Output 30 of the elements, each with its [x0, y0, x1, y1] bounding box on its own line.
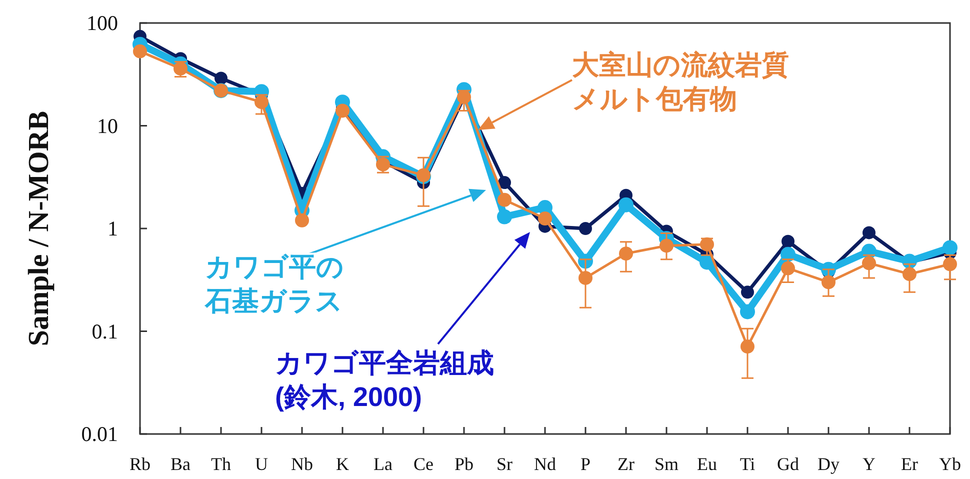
x-tick-label: Ba: [170, 454, 191, 474]
x-tick-label: Rb: [129, 454, 151, 474]
x-tick-label: Sm: [654, 454, 679, 474]
x-tick-label: Sr: [496, 454, 513, 474]
x-tick-label: U: [255, 454, 268, 474]
y-tick-label: 0.01: [81, 422, 118, 446]
x-tick-label: Nb: [291, 454, 313, 474]
x-tick-label: Er: [901, 454, 918, 474]
x-tick-label: Ti: [740, 454, 756, 474]
y-tick-label: 1: [108, 216, 118, 240]
x-tick-label: Gd: [777, 454, 799, 474]
x-tick-label: Eu: [697, 454, 717, 474]
x-tick-label: Dy: [818, 454, 840, 474]
y-tick-label: 100: [86, 11, 118, 35]
text: カワゴ平全岩組成 (鈴木, 2000): [275, 348, 494, 412]
x-tick-label: Ce: [414, 454, 434, 474]
x-tick-label: Y: [862, 454, 876, 474]
x-tick-label: P: [580, 454, 591, 474]
x-tick-label: Yb: [939, 454, 961, 474]
y-tick-label: 0.1: [92, 319, 118, 344]
x-tick-label: Zr: [618, 454, 634, 474]
x-tick-label: Nd: [534, 454, 556, 474]
x-tick-label: Pb: [454, 454, 474, 474]
x-tick-label: Th: [211, 454, 231, 474]
x-tick-label: La: [374, 454, 393, 474]
y-tick-label: 10: [97, 114, 118, 138]
series-label: カワゴ平の石基ガラス: [204, 252, 344, 316]
text: 大室山の流紋岩質メルト包有物: [572, 50, 789, 114]
x-tick-label: K: [336, 454, 349, 474]
y-axis-title: Sample / N-MORB: [23, 110, 55, 346]
